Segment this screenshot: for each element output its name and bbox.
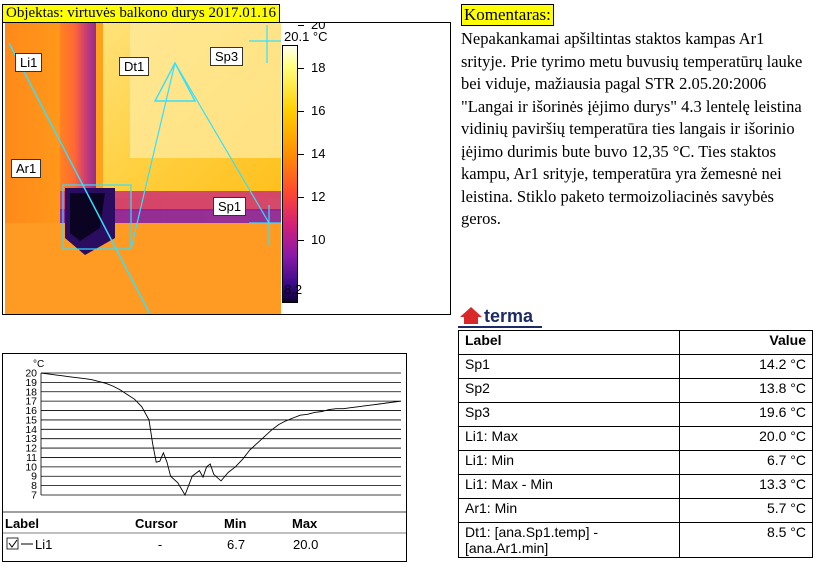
colorbar-tick-mark xyxy=(298,111,304,113)
li1-line xyxy=(8,42,151,314)
y-tick-label: 15 xyxy=(25,414,37,426)
colorbar-tick-label: 12 xyxy=(311,189,326,205)
colorbar-tick-label: 18 xyxy=(311,60,326,76)
y-tick-label: 7 xyxy=(31,490,37,502)
row-label: Ar1: Min xyxy=(458,498,680,523)
table-row: Ar1: Min 5.7 °C xyxy=(458,498,813,523)
legend-row-cursor: - xyxy=(158,537,162,552)
table-row: Li1: Min 6.7 °C xyxy=(458,450,813,475)
terma-logo: terma xyxy=(458,305,533,327)
colorbar-tick-mark xyxy=(298,25,304,27)
row-label: Li1: Min xyxy=(458,450,680,475)
y-tick-label: 9 xyxy=(31,471,37,483)
y-tick-label: 16 xyxy=(25,405,37,417)
row-label: Dt1: [ana.Sp1.temp] - [ana.Ar1.min] xyxy=(458,522,680,558)
row-value: 13.8 °C xyxy=(679,378,813,403)
colorbar-tick-label: 14 xyxy=(311,146,326,162)
row-label: Sp2 xyxy=(458,378,680,403)
colorbar-min-label: 8.2 xyxy=(284,282,303,297)
colorbar-tick-label: 10 xyxy=(311,232,326,248)
y-tick-label: 17 xyxy=(25,396,37,408)
y-tick-label: 12 xyxy=(25,443,37,455)
dt1-line-right xyxy=(174,62,270,224)
legend-checkbox[interactable] xyxy=(6,537,19,550)
sp3-marker-label[interactable]: Sp3 xyxy=(210,47,244,66)
y-tick-label: 10 xyxy=(25,461,37,473)
comment-body: Nepakankamai apšiltintas staktos kampas … xyxy=(461,29,803,228)
values-table-header: Label Value xyxy=(458,330,813,355)
li1-marker-label[interactable]: Li1 xyxy=(15,53,43,72)
ar1-box xyxy=(62,184,132,250)
dt1-marker-label[interactable]: Dt1 xyxy=(119,57,150,76)
series-line-li1 xyxy=(40,372,402,497)
colorbar-tick-mark xyxy=(298,154,304,156)
legend-header-min: Min xyxy=(224,516,246,531)
row-label: Li1: Max - Min xyxy=(458,474,680,499)
y-tick-label: 19 xyxy=(25,377,37,389)
logo-text: terma xyxy=(484,306,534,326)
row-value: 5.7 °C xyxy=(679,498,813,523)
profile-chart: °C 20 19 18 17 16 15 14 13 12 11 10 9 8 7 Label Cursor Mi… xyxy=(2,353,407,562)
colorbar-tick-mark xyxy=(298,197,304,199)
page-title: Objektas: virtuvės balkono durys 2017.01… xyxy=(2,4,280,23)
table-row: Li1: Max - Min 13.3 °C xyxy=(458,474,813,499)
row-value: 14.2 °C xyxy=(679,354,813,379)
y-tick-label: 11 xyxy=(26,452,37,464)
ir-cold-corner-core xyxy=(70,193,105,241)
table-row: Sp2 13.8 °C xyxy=(458,378,813,403)
checkmark-icon xyxy=(8,539,18,548)
sp1-marker-label[interactable]: Sp1 xyxy=(213,197,247,216)
legend-row-max: 20.0 xyxy=(293,537,318,552)
house-icon xyxy=(460,307,482,324)
values-header-value: Value xyxy=(679,330,813,355)
values-table: Label Value Sp1 14.2 °C Sp2 13.8 °C Sp3 19.6 … xyxy=(458,330,813,558)
dt1-line-left xyxy=(130,62,176,250)
legend-header-cursor: Cursor xyxy=(135,516,178,531)
ir-glass-bright xyxy=(130,23,281,158)
row-label: Sp1 xyxy=(458,354,680,379)
colorbar-max-label: 20.1 °C xyxy=(284,29,328,44)
row-label: Li1: Max xyxy=(458,426,680,451)
dt1-triangle xyxy=(153,61,197,102)
y-tick-label: 18 xyxy=(25,386,37,398)
colorbar-tick-mark xyxy=(298,240,304,242)
row-value: 13.3 °C xyxy=(679,474,813,499)
values-header-label: Label xyxy=(458,330,680,355)
table-row: Li1: Max 20.0 °C xyxy=(458,426,813,451)
table-row: Sp1 14.2 °C xyxy=(458,354,813,379)
table-row: Dt1: [ana.Sp1.temp] - [ana.Ar1.min] 8.5 °… xyxy=(458,522,813,558)
comment-title: Komentaras: xyxy=(461,4,554,26)
thermal-image-panel: Li1 Dt1 Sp3 Ar1 Sp1 20.1 °C 8.2 20 18 16 14… xyxy=(2,22,451,315)
legend-row-label: Li1 xyxy=(35,537,52,552)
ar1-marker-label[interactable]: Ar1 xyxy=(11,159,42,178)
ir-lower-wall xyxy=(5,223,281,314)
y-axis-unit: °C xyxy=(33,359,44,370)
colorbar-tick-mark xyxy=(298,68,304,70)
colorbar-tick-label: 16 xyxy=(311,103,326,119)
table-row: Sp3 19.6 °C xyxy=(458,402,813,427)
logo-underline xyxy=(458,326,542,328)
row-label: Sp3 xyxy=(458,402,680,427)
legend-row-min: 6.7 xyxy=(227,537,245,552)
y-tick-label: 13 xyxy=(25,433,37,445)
row-value: 6.7 °C xyxy=(679,450,813,475)
legend-header-max: Max xyxy=(292,516,318,531)
row-value: 19.6 °C xyxy=(679,402,813,427)
row-value: 20.0 °C xyxy=(679,426,813,451)
y-tick-label: 20 xyxy=(25,368,37,380)
colorbar xyxy=(282,45,298,303)
colorbar-tick-label: 20 xyxy=(311,22,326,33)
row-value: 8.5 °C xyxy=(679,522,813,558)
y-tick-label: 8 xyxy=(31,480,37,492)
legend-header-label: Label xyxy=(5,516,39,531)
y-tick-label: 14 xyxy=(25,424,37,436)
